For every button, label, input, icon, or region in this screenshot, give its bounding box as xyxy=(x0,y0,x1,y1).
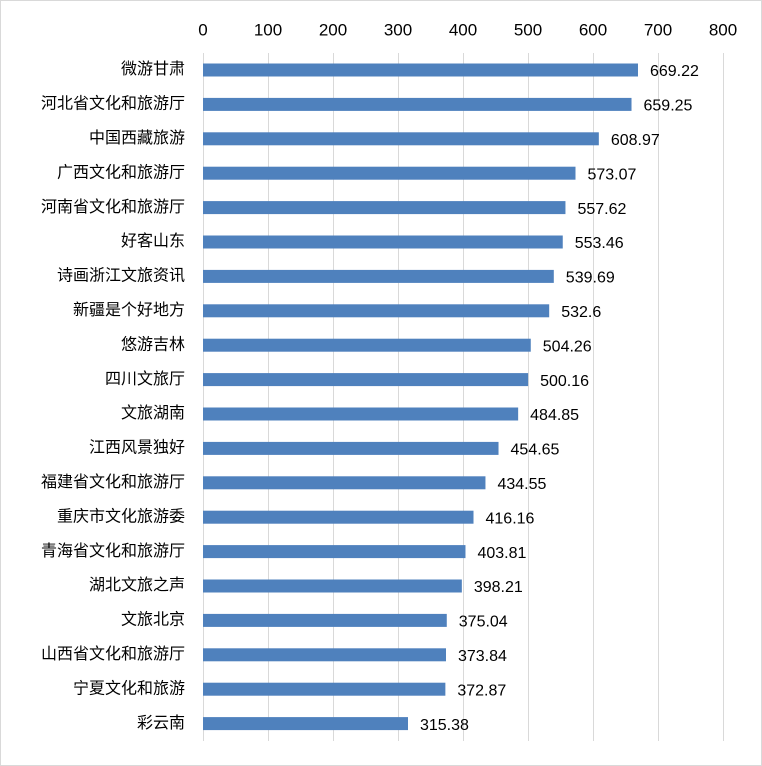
bar xyxy=(203,235,563,249)
value-label: 557.62 xyxy=(577,201,626,218)
value-label: 532.6 xyxy=(561,304,601,321)
bar xyxy=(203,682,446,696)
x-tick-label: 0 xyxy=(198,20,207,39)
bar xyxy=(203,476,486,490)
value-label: 315.38 xyxy=(420,717,469,734)
category-label: 文旅北京 xyxy=(121,611,185,629)
x-axis-ticks: 0 100 200 300 400 500 600 700 800 xyxy=(198,20,737,39)
value-label: 659.25 xyxy=(644,98,693,115)
bar xyxy=(203,613,447,627)
x-tick-label: 200 xyxy=(319,20,347,39)
value-label: 403.81 xyxy=(477,545,526,562)
bar xyxy=(203,166,576,180)
category-label: 山西省文化和旅游厅 xyxy=(41,645,185,663)
category-label: 文旅湖南 xyxy=(121,404,185,422)
category-label: 宁夏文化和旅游 xyxy=(73,679,185,697)
category-label: 好客山东 xyxy=(121,232,185,250)
category-label: 诗画浙江文旅资讯 xyxy=(57,267,185,285)
value-label: 669.22 xyxy=(650,63,699,80)
category-label: 江西风景独好 xyxy=(89,439,185,457)
bar xyxy=(203,545,466,559)
value-labels: 669.22 659.25 608.97 573.07 557.62 553.46 539.… xyxy=(420,63,699,734)
bar xyxy=(203,63,638,77)
x-tick-label: 500 xyxy=(514,20,542,39)
x-tick-label: 400 xyxy=(449,20,477,39)
category-label: 彩云南 xyxy=(137,714,185,732)
category-label: 重庆市文化旅游委 xyxy=(57,507,185,525)
x-tick-label: 600 xyxy=(579,20,607,39)
value-label: 434.55 xyxy=(497,476,546,493)
value-label: 454.65 xyxy=(511,442,560,459)
value-label: 573.07 xyxy=(587,166,636,183)
bar xyxy=(203,648,446,662)
category-label: 中国西藏旅游 xyxy=(89,129,185,147)
category-label: 新疆是个好地方 xyxy=(73,301,185,319)
x-tick-label: 300 xyxy=(384,20,412,39)
value-label: 373.84 xyxy=(458,648,507,665)
category-label: 河北省文化和旅游厅 xyxy=(41,95,185,113)
gridlines xyxy=(203,53,724,741)
category-label: 微游甘肃 xyxy=(121,60,185,78)
category-label: 福建省文化和旅游厅 xyxy=(41,473,185,491)
x-tick-label: 800 xyxy=(709,20,737,39)
bar xyxy=(203,579,462,593)
bar xyxy=(203,338,531,352)
x-tick-label: 100 xyxy=(254,20,282,39)
category-label: 河南省文化和旅游厅 xyxy=(41,198,185,216)
bar xyxy=(203,441,499,455)
value-label: 504.26 xyxy=(543,338,592,355)
bar xyxy=(203,510,474,524)
bar xyxy=(203,201,566,215)
category-label: 湖北文旅之声 xyxy=(89,576,185,594)
value-label: 484.85 xyxy=(530,407,579,424)
bar xyxy=(203,407,519,421)
value-label: 375.04 xyxy=(459,614,508,631)
category-label: 青海省文化和旅游厅 xyxy=(41,542,185,560)
value-label: 416.16 xyxy=(486,510,535,527)
value-label: 608.97 xyxy=(611,132,660,149)
bar xyxy=(203,97,632,111)
category-label: 广西文化和旅游厅 xyxy=(57,163,185,181)
value-label: 398.21 xyxy=(474,579,523,596)
bar xyxy=(203,373,529,387)
bar xyxy=(203,304,550,318)
x-tick-label: 700 xyxy=(644,20,672,39)
category-label: 悠游吉林 xyxy=(121,335,185,353)
bar xyxy=(203,132,599,146)
value-label: 553.46 xyxy=(575,235,624,252)
bar xyxy=(203,269,554,283)
value-label: 539.69 xyxy=(566,270,615,287)
value-label: 500.16 xyxy=(540,373,589,390)
category-labels: 微游甘肃河北省文化和旅游厅中国西藏旅游广西文化和旅游厅河南省文化和旅游厅好客山东… xyxy=(41,60,185,732)
category-label: 四川文旅厅 xyxy=(105,370,185,388)
bar xyxy=(203,717,408,731)
bars xyxy=(203,63,638,731)
value-label: 372.87 xyxy=(457,682,506,699)
